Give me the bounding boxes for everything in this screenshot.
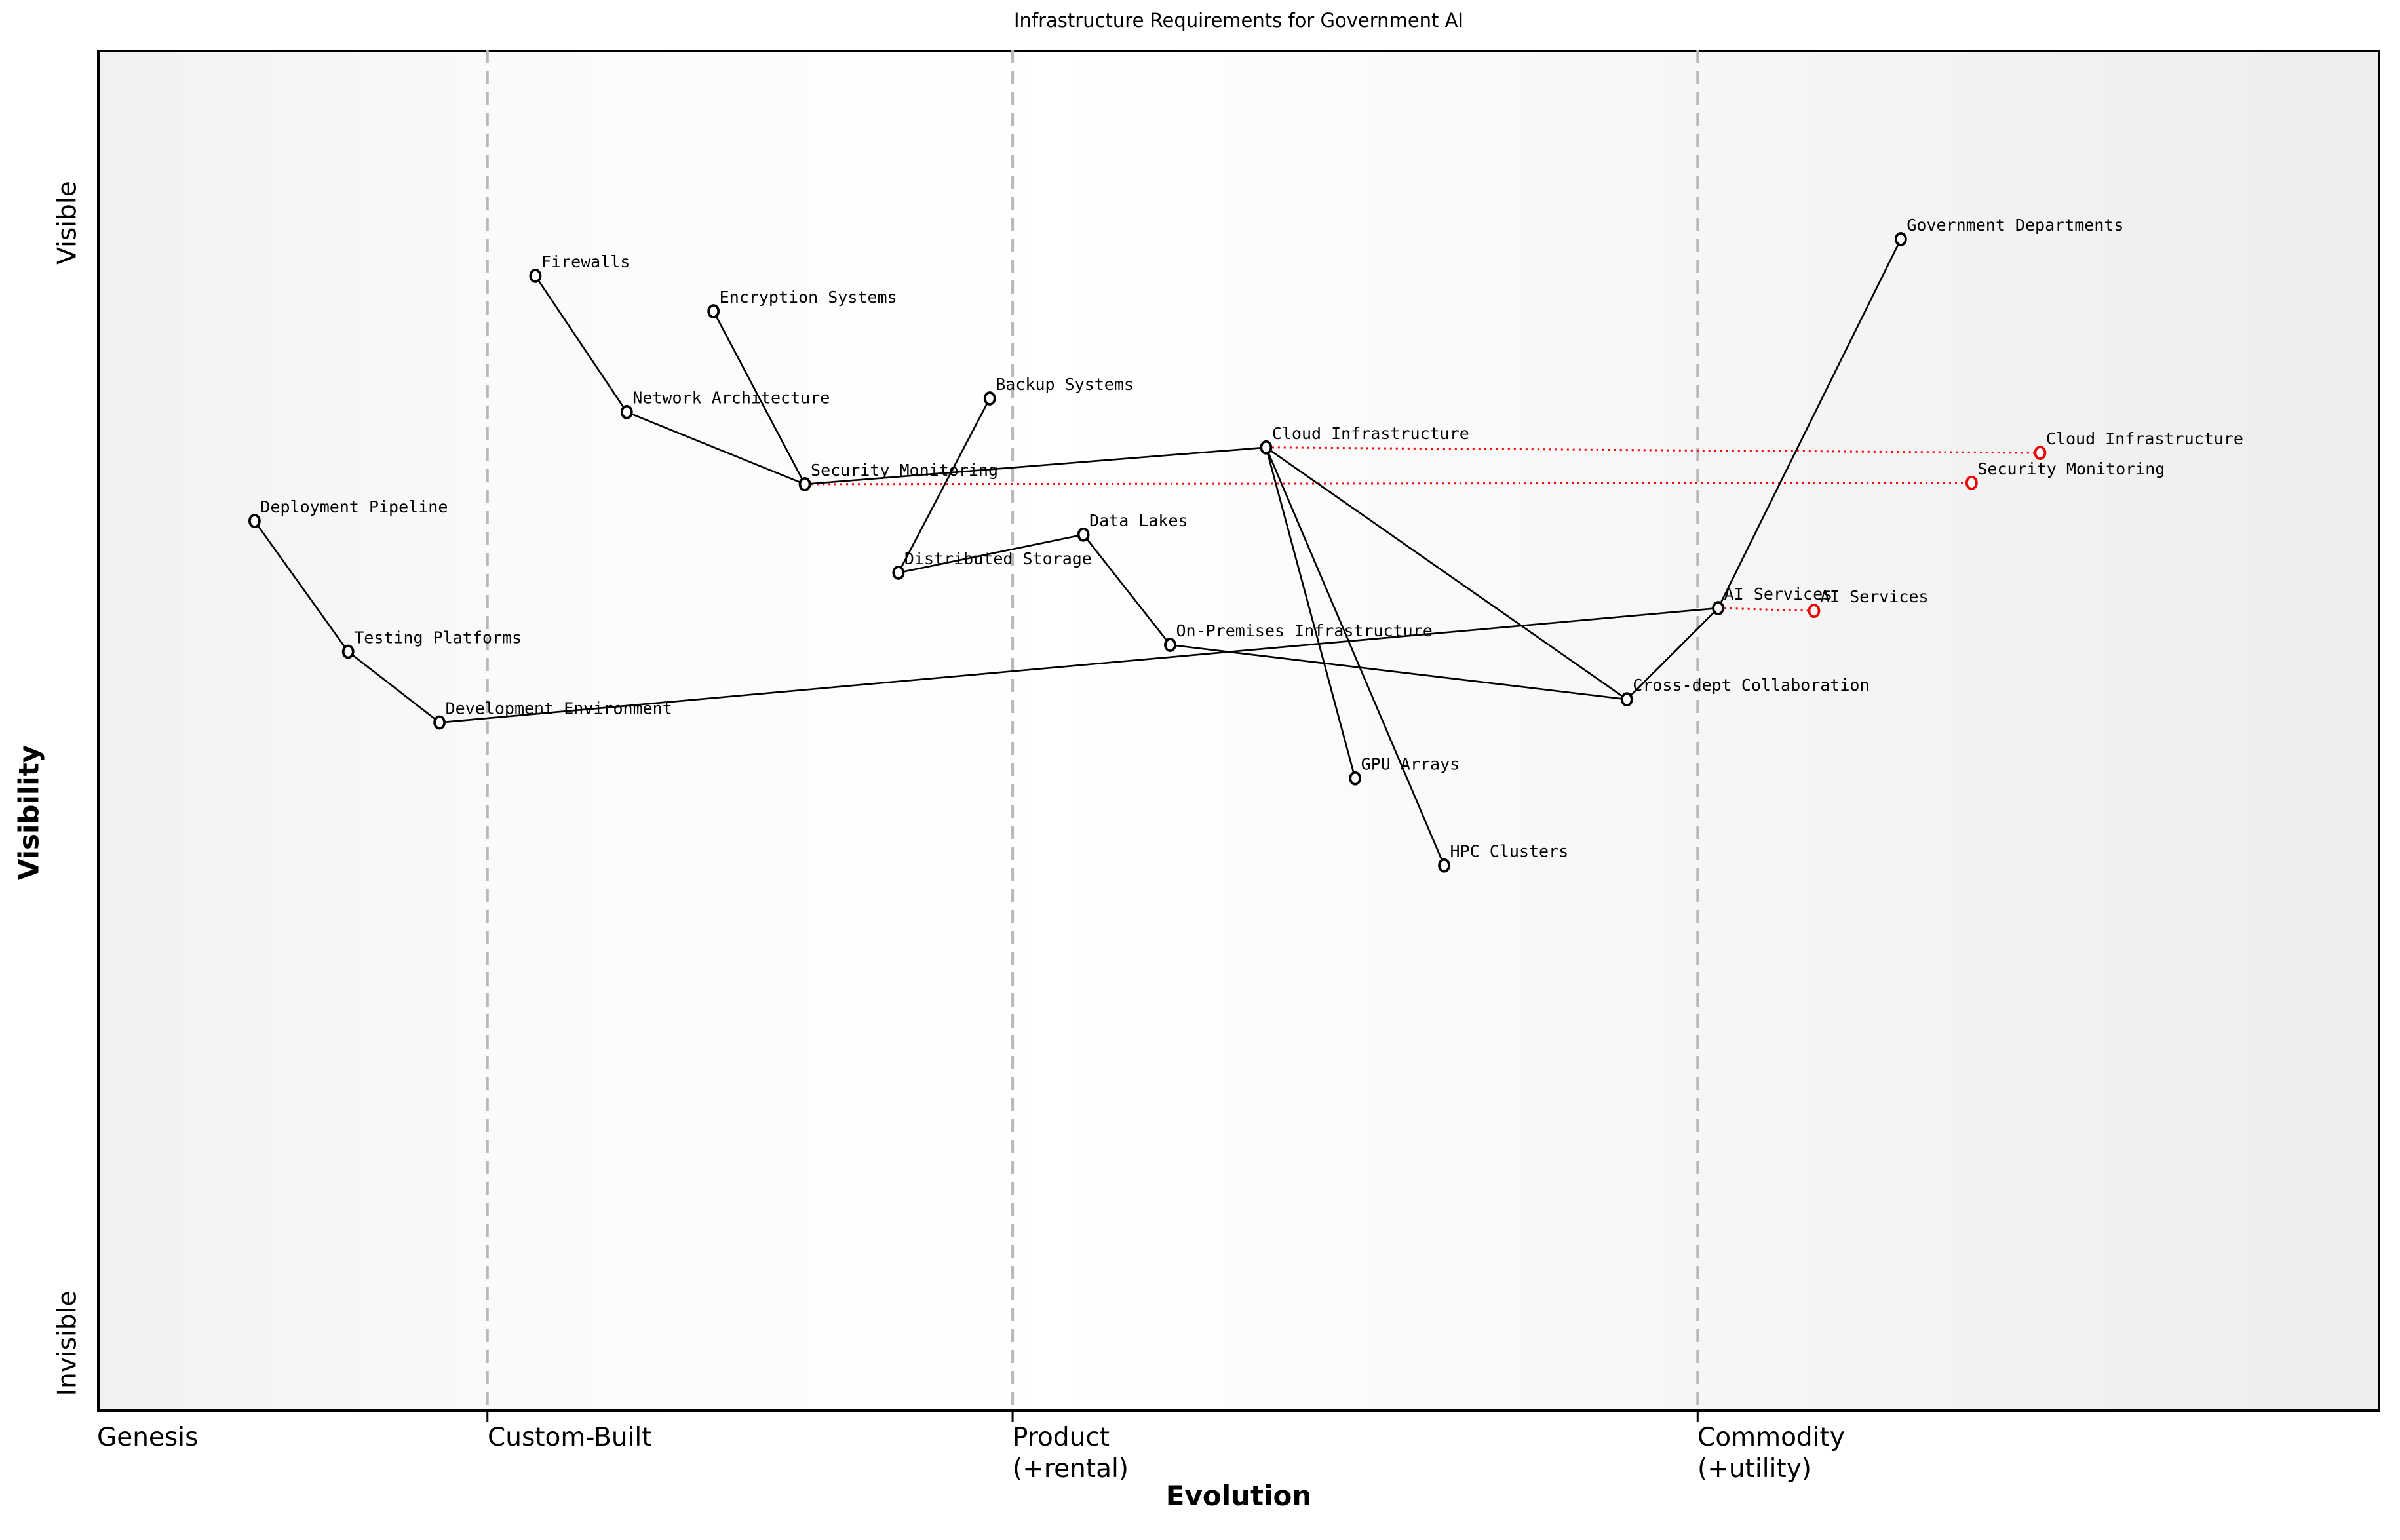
x-tick-product-sublabel: (+rental) bbox=[1013, 1454, 1129, 1484]
edge-cloud-infrastructure--gpu-arrays bbox=[1265, 447, 1356, 779]
node-label-ai-services: AI Services bbox=[1724, 585, 1833, 604]
node-development-environment bbox=[433, 715, 446, 730]
node-gpu-arrays bbox=[1349, 771, 1362, 786]
edge-firewalls--network-architecture bbox=[534, 275, 628, 413]
node-label-testing-platforms: Testing Platforms bbox=[354, 628, 522, 647]
node-encryption-systems bbox=[707, 304, 720, 318]
node-label-ai-services-future: AI Services bbox=[1820, 587, 1929, 606]
node-label-firewalls: Firewalls bbox=[541, 252, 630, 271]
x-axis-label: Evolution bbox=[1165, 1480, 1312, 1512]
node-on-premises-infrastructure bbox=[1164, 638, 1176, 652]
edge-backup-systems--distributed-storage bbox=[897, 398, 991, 573]
chart-title: Infrastructure Requirements for Governme… bbox=[1013, 9, 1464, 31]
edge-security-monitoring--cloud-infrastructure bbox=[804, 446, 1266, 486]
node-label-data-lakes: Data Lakes bbox=[1089, 511, 1188, 530]
node-label-cloud-infrastructure: Cloud Infrastructure bbox=[1272, 424, 1469, 443]
node-label-encryption-systems: Encryption Systems bbox=[720, 288, 897, 307]
node-label-deployment-pipeline: Deployment Pipeline bbox=[260, 497, 448, 516]
y-tick-invisible: Invisible bbox=[52, 1290, 83, 1396]
x-tick-custom-built-label: Custom-Built bbox=[488, 1423, 652, 1452]
edge-cloud-infrastructure--cross-dept-collaboration bbox=[1266, 446, 1628, 701]
edge-deployment-pipeline--testing-platforms bbox=[254, 520, 349, 653]
node-security-monitoring bbox=[798, 476, 811, 491]
node-label-gpu-arrays: GPU Arrays bbox=[1361, 755, 1460, 774]
node-label-cloud-infrastructure-future: Cloud Infrastructure bbox=[2046, 429, 2243, 448]
edge-cross-dept-collaboration--ai-services bbox=[1626, 607, 1719, 701]
node-testing-platforms bbox=[341, 644, 355, 659]
node-cross-dept-collaboration bbox=[1620, 692, 1633, 707]
future-node-ai-services-future bbox=[1808, 604, 1821, 619]
edge-on-premises-infrastructure--cross-dept-collaboration bbox=[1170, 644, 1627, 701]
x-tick-commodity: Commodity (+utility) bbox=[1697, 1422, 1845, 1485]
edge-network-architecture--security-monitoring bbox=[626, 411, 805, 486]
y-axis-label: Visibility bbox=[12, 744, 45, 881]
x-tick-genesis: Genesis bbox=[97, 1422, 198, 1453]
plot-area bbox=[97, 50, 2380, 1412]
node-data-lakes bbox=[1077, 527, 1090, 542]
node-label-government-departments: Government Departments bbox=[1906, 216, 2123, 235]
edge-development-environment--ai-services bbox=[439, 607, 1718, 723]
movement-line-cloud-infrastructure bbox=[1266, 446, 2040, 454]
x-tick-product-label: Product bbox=[1013, 1423, 1110, 1452]
movement-line-ai-services bbox=[1718, 607, 1815, 612]
node-backup-systems bbox=[983, 391, 996, 406]
node-label-development-environment: Development Environment bbox=[446, 699, 672, 718]
movement-line-security-monitoring bbox=[805, 482, 1972, 486]
node-deployment-pipeline bbox=[248, 514, 261, 528]
y-tick-visible: Visible bbox=[52, 181, 83, 265]
node-label-cross-dept-collaboration: Cross-dept Collaboration bbox=[1633, 676, 1869, 695]
node-firewalls bbox=[529, 269, 542, 283]
edge-ai-services--government-departments bbox=[1717, 239, 1902, 609]
future-node-security-monitoring-future bbox=[1965, 475, 1978, 490]
x-tick-commodity-sublabel: (+utility) bbox=[1697, 1454, 1811, 1484]
x-tick-genesis-label: Genesis bbox=[97, 1423, 199, 1452]
node-label-hpc-clusters: HPC Clusters bbox=[1450, 842, 1569, 861]
edge-data-lakes--on-premises-infrastructure bbox=[1083, 533, 1171, 645]
node-network-architecture bbox=[620, 404, 633, 419]
node-label-backup-systems: Backup Systems bbox=[996, 375, 1134, 394]
x-tick-commodity-label: Commodity bbox=[1697, 1423, 1845, 1452]
node-label-security-monitoring: Security Monitoring bbox=[811, 461, 998, 480]
node-label-network-architecture: Network Architecture bbox=[632, 389, 830, 408]
node-ai-services bbox=[1712, 601, 1725, 615]
edge-distributed-storage--data-lakes bbox=[898, 533, 1084, 574]
x-tick-product: Product (+rental) bbox=[1013, 1422, 1129, 1485]
node-hpc-clusters bbox=[1438, 858, 1450, 873]
edge-cloud-infrastructure--hpc-clusters bbox=[1265, 447, 1445, 866]
future-node-cloud-infrastructure-future bbox=[2034, 446, 2047, 460]
node-government-departments bbox=[1894, 231, 1907, 246]
edge-encryption-systems--security-monitoring bbox=[712, 311, 806, 485]
x-tick-custom-built: Custom-Built bbox=[488, 1422, 652, 1453]
node-label-distributed-storage: Distributed Storage bbox=[904, 549, 1092, 568]
node-label-on-premises-infrastructure: On-Premises Infrastructure bbox=[1176, 621, 1432, 640]
node-label-security-monitoring-future: Security Monitoring bbox=[1977, 459, 2165, 478]
edge-testing-platforms--development-environment bbox=[347, 651, 440, 723]
node-cloud-infrastructure bbox=[1260, 440, 1273, 455]
node-distributed-storage bbox=[892, 566, 905, 580]
